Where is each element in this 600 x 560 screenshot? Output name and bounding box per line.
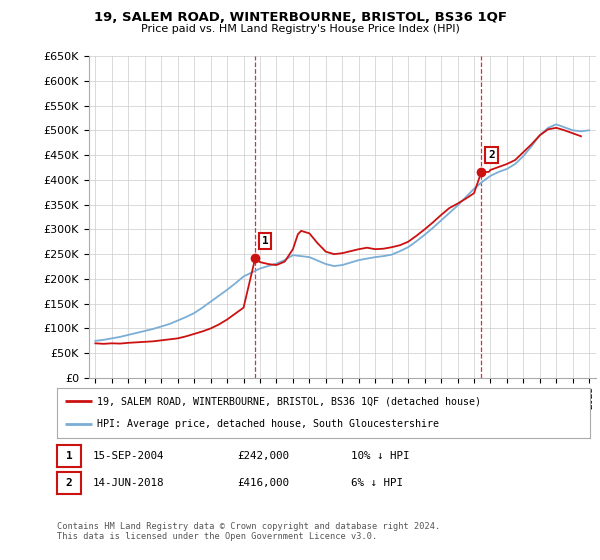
Text: 15-SEP-2004: 15-SEP-2004 [93,451,164,461]
Text: £242,000: £242,000 [237,451,289,461]
Text: 1: 1 [262,236,269,246]
Text: 1: 1 [65,451,73,461]
Text: 2: 2 [65,478,73,488]
Text: 14-JUN-2018: 14-JUN-2018 [93,478,164,488]
Text: Contains HM Land Registry data © Crown copyright and database right 2024.
This d: Contains HM Land Registry data © Crown c… [57,522,440,542]
Text: Price paid vs. HM Land Registry's House Price Index (HPI): Price paid vs. HM Land Registry's House … [140,24,460,34]
Text: £416,000: £416,000 [237,478,289,488]
Text: 10% ↓ HPI: 10% ↓ HPI [351,451,409,461]
Text: 2: 2 [488,150,495,160]
Text: 6% ↓ HPI: 6% ↓ HPI [351,478,403,488]
Text: HPI: Average price, detached house, South Gloucestershire: HPI: Average price, detached house, Sout… [97,419,439,430]
Text: 19, SALEM ROAD, WINTERBOURNE, BRISTOL, BS36 1QF (detached house): 19, SALEM ROAD, WINTERBOURNE, BRISTOL, B… [97,396,481,406]
Text: 19, SALEM ROAD, WINTERBOURNE, BRISTOL, BS36 1QF: 19, SALEM ROAD, WINTERBOURNE, BRISTOL, B… [94,11,506,24]
